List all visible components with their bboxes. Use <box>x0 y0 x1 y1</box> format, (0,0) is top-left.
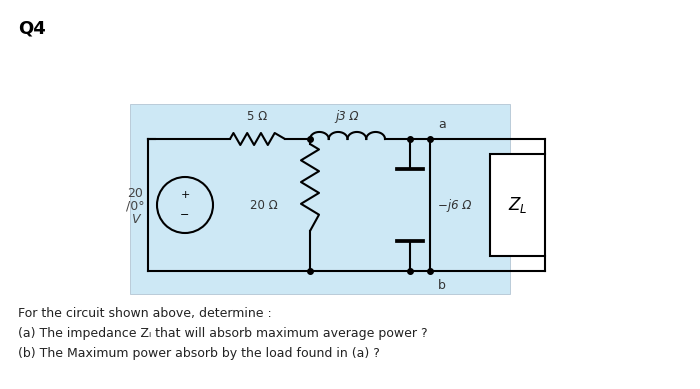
Bar <box>490 154 545 256</box>
Text: a: a <box>438 118 446 131</box>
Text: V: V <box>131 212 139 226</box>
Text: Q4: Q4 <box>18 19 46 37</box>
Text: j3 Ω: j3 Ω <box>336 110 359 123</box>
Text: (b) The Maximum power absorb by the load found in (a) ?: (b) The Maximum power absorb by the load… <box>18 347 380 360</box>
Text: −j6 Ω: −j6 Ω <box>438 198 471 212</box>
Text: $Z_L$: $Z_L$ <box>508 195 527 215</box>
Text: b: b <box>438 279 446 292</box>
Text: 5 Ω: 5 Ω <box>247 110 267 123</box>
Text: (a) The impedance Zₗ that will absorb maximum average power ?: (a) The impedance Zₗ that will absorb ma… <box>18 327 428 340</box>
Text: For the circuit shown above, determine :: For the circuit shown above, determine : <box>18 307 272 320</box>
Text: 20: 20 <box>127 186 143 200</box>
Text: −: − <box>181 210 190 220</box>
Text: /0°: /0° <box>126 200 144 212</box>
Text: +: + <box>181 190 190 200</box>
Bar <box>130 104 510 294</box>
Text: 20 Ω: 20 Ω <box>251 198 278 212</box>
